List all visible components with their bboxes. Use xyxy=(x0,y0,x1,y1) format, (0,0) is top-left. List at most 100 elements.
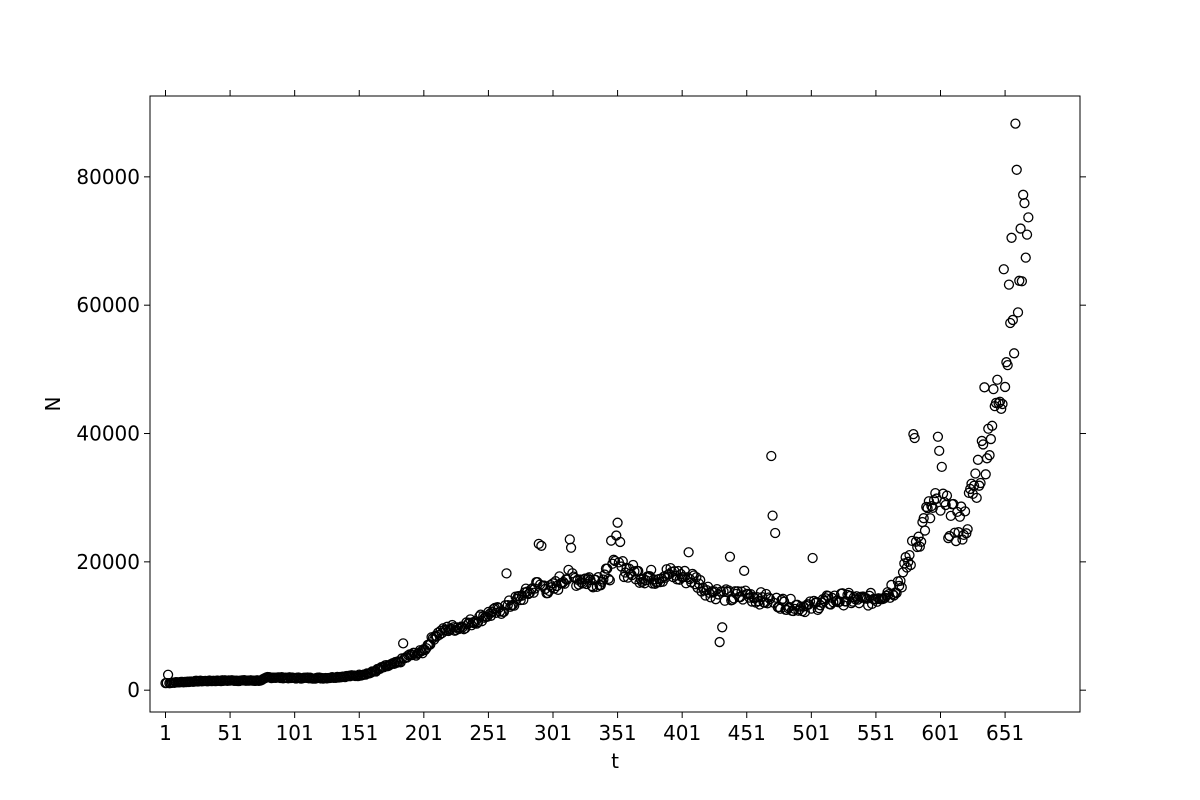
data-point xyxy=(1010,118,1021,129)
x-tick-label: 51 xyxy=(217,721,242,745)
data-point xyxy=(954,511,966,522)
x-axis-label: t xyxy=(611,749,619,773)
data-point xyxy=(739,565,750,576)
data-point xyxy=(496,608,507,619)
data-point xyxy=(945,510,956,522)
x-tick-label: 201 xyxy=(405,721,443,745)
data-point xyxy=(941,490,953,501)
data-point xyxy=(999,381,1011,393)
data-point xyxy=(926,501,937,512)
x-tick-label: 301 xyxy=(534,721,572,745)
data-point xyxy=(1018,189,1029,200)
data-point xyxy=(1015,223,1026,234)
y-axis-ticks: 0 20000 40000 60000 80000 xyxy=(76,165,1086,702)
data-point xyxy=(732,586,743,597)
data-point xyxy=(984,450,995,461)
data-point xyxy=(755,587,767,598)
data-point xyxy=(695,575,706,586)
data-point xyxy=(618,571,630,583)
data-point xyxy=(763,592,774,603)
data-point xyxy=(987,420,998,431)
plot-frame xyxy=(149,95,1081,713)
data-point xyxy=(970,468,981,479)
data-point xyxy=(471,618,482,629)
data-point xyxy=(414,645,426,656)
data-point xyxy=(767,510,778,521)
data-point xyxy=(564,534,575,545)
data-point xyxy=(474,611,485,622)
y-tick-label: 0 xyxy=(127,678,140,702)
data-point xyxy=(565,542,577,553)
data-point xyxy=(992,374,1003,385)
data-point xyxy=(807,552,818,564)
data-point xyxy=(713,589,724,600)
data-point xyxy=(532,577,543,588)
data-point xyxy=(683,547,694,558)
x-tick-label: 351 xyxy=(598,721,636,745)
data-point xyxy=(979,382,990,393)
data-point xyxy=(407,649,418,661)
data-point xyxy=(1011,164,1022,175)
data-point xyxy=(398,638,409,649)
x-tick-label: 401 xyxy=(663,721,701,745)
data-point xyxy=(518,594,529,606)
x-tick-label: 1 xyxy=(159,721,172,745)
data-point xyxy=(975,477,986,489)
y-tick-label: 40000 xyxy=(76,422,140,446)
data-point xyxy=(766,450,777,462)
data-point xyxy=(977,439,989,450)
data-point xyxy=(785,593,796,605)
data-point xyxy=(562,574,573,585)
data-point xyxy=(994,396,1006,407)
data-point xyxy=(905,559,916,571)
x-tick-label: 551 xyxy=(857,721,895,745)
x-tick-label: 251 xyxy=(469,721,507,745)
x-tick-label: 151 xyxy=(340,721,378,745)
y-tick-label: 80000 xyxy=(76,165,140,189)
data-point xyxy=(996,403,1007,414)
data-point xyxy=(525,584,537,595)
data-point xyxy=(781,604,792,616)
x-axis-ticks: 1 51 101 151 201 251 301 351 401 451 501 551 601 651 xyxy=(159,90,1024,745)
data-point xyxy=(717,622,728,633)
data-point xyxy=(928,494,940,506)
data-point xyxy=(481,611,493,623)
data-point xyxy=(770,527,781,539)
data-point xyxy=(921,501,932,513)
data-point xyxy=(1019,198,1030,209)
data-point xyxy=(891,587,902,599)
data-point xyxy=(968,480,980,491)
data-point xyxy=(533,538,544,550)
y-axis-label: N xyxy=(41,397,65,412)
data-point xyxy=(1005,317,1016,329)
data-point xyxy=(615,536,626,548)
data-point xyxy=(604,575,615,586)
data-point xyxy=(918,513,929,524)
data-point xyxy=(804,596,816,607)
data-point xyxy=(971,492,982,503)
y-tick-label: 20000 xyxy=(76,550,140,574)
data-point xyxy=(980,469,991,480)
data-point xyxy=(1008,348,1020,359)
data-point xyxy=(950,535,962,547)
data-point xyxy=(997,398,1008,410)
data-points xyxy=(160,118,1034,689)
data-point xyxy=(678,571,689,583)
data-point xyxy=(998,264,1009,275)
data-point xyxy=(896,582,907,593)
data-point xyxy=(903,556,914,567)
x-tick-label: 651 xyxy=(986,721,1024,745)
data-point xyxy=(596,576,608,587)
data-point xyxy=(988,383,999,395)
x-tick-label: 451 xyxy=(728,721,766,745)
data-point xyxy=(1002,360,1013,371)
data-point xyxy=(936,461,947,473)
data-point xyxy=(736,586,747,597)
data-point xyxy=(1021,229,1033,240)
data-point xyxy=(502,599,513,611)
data-point xyxy=(724,551,736,562)
data-point xyxy=(501,568,512,579)
data-point xyxy=(915,536,927,547)
data-point xyxy=(605,535,617,546)
